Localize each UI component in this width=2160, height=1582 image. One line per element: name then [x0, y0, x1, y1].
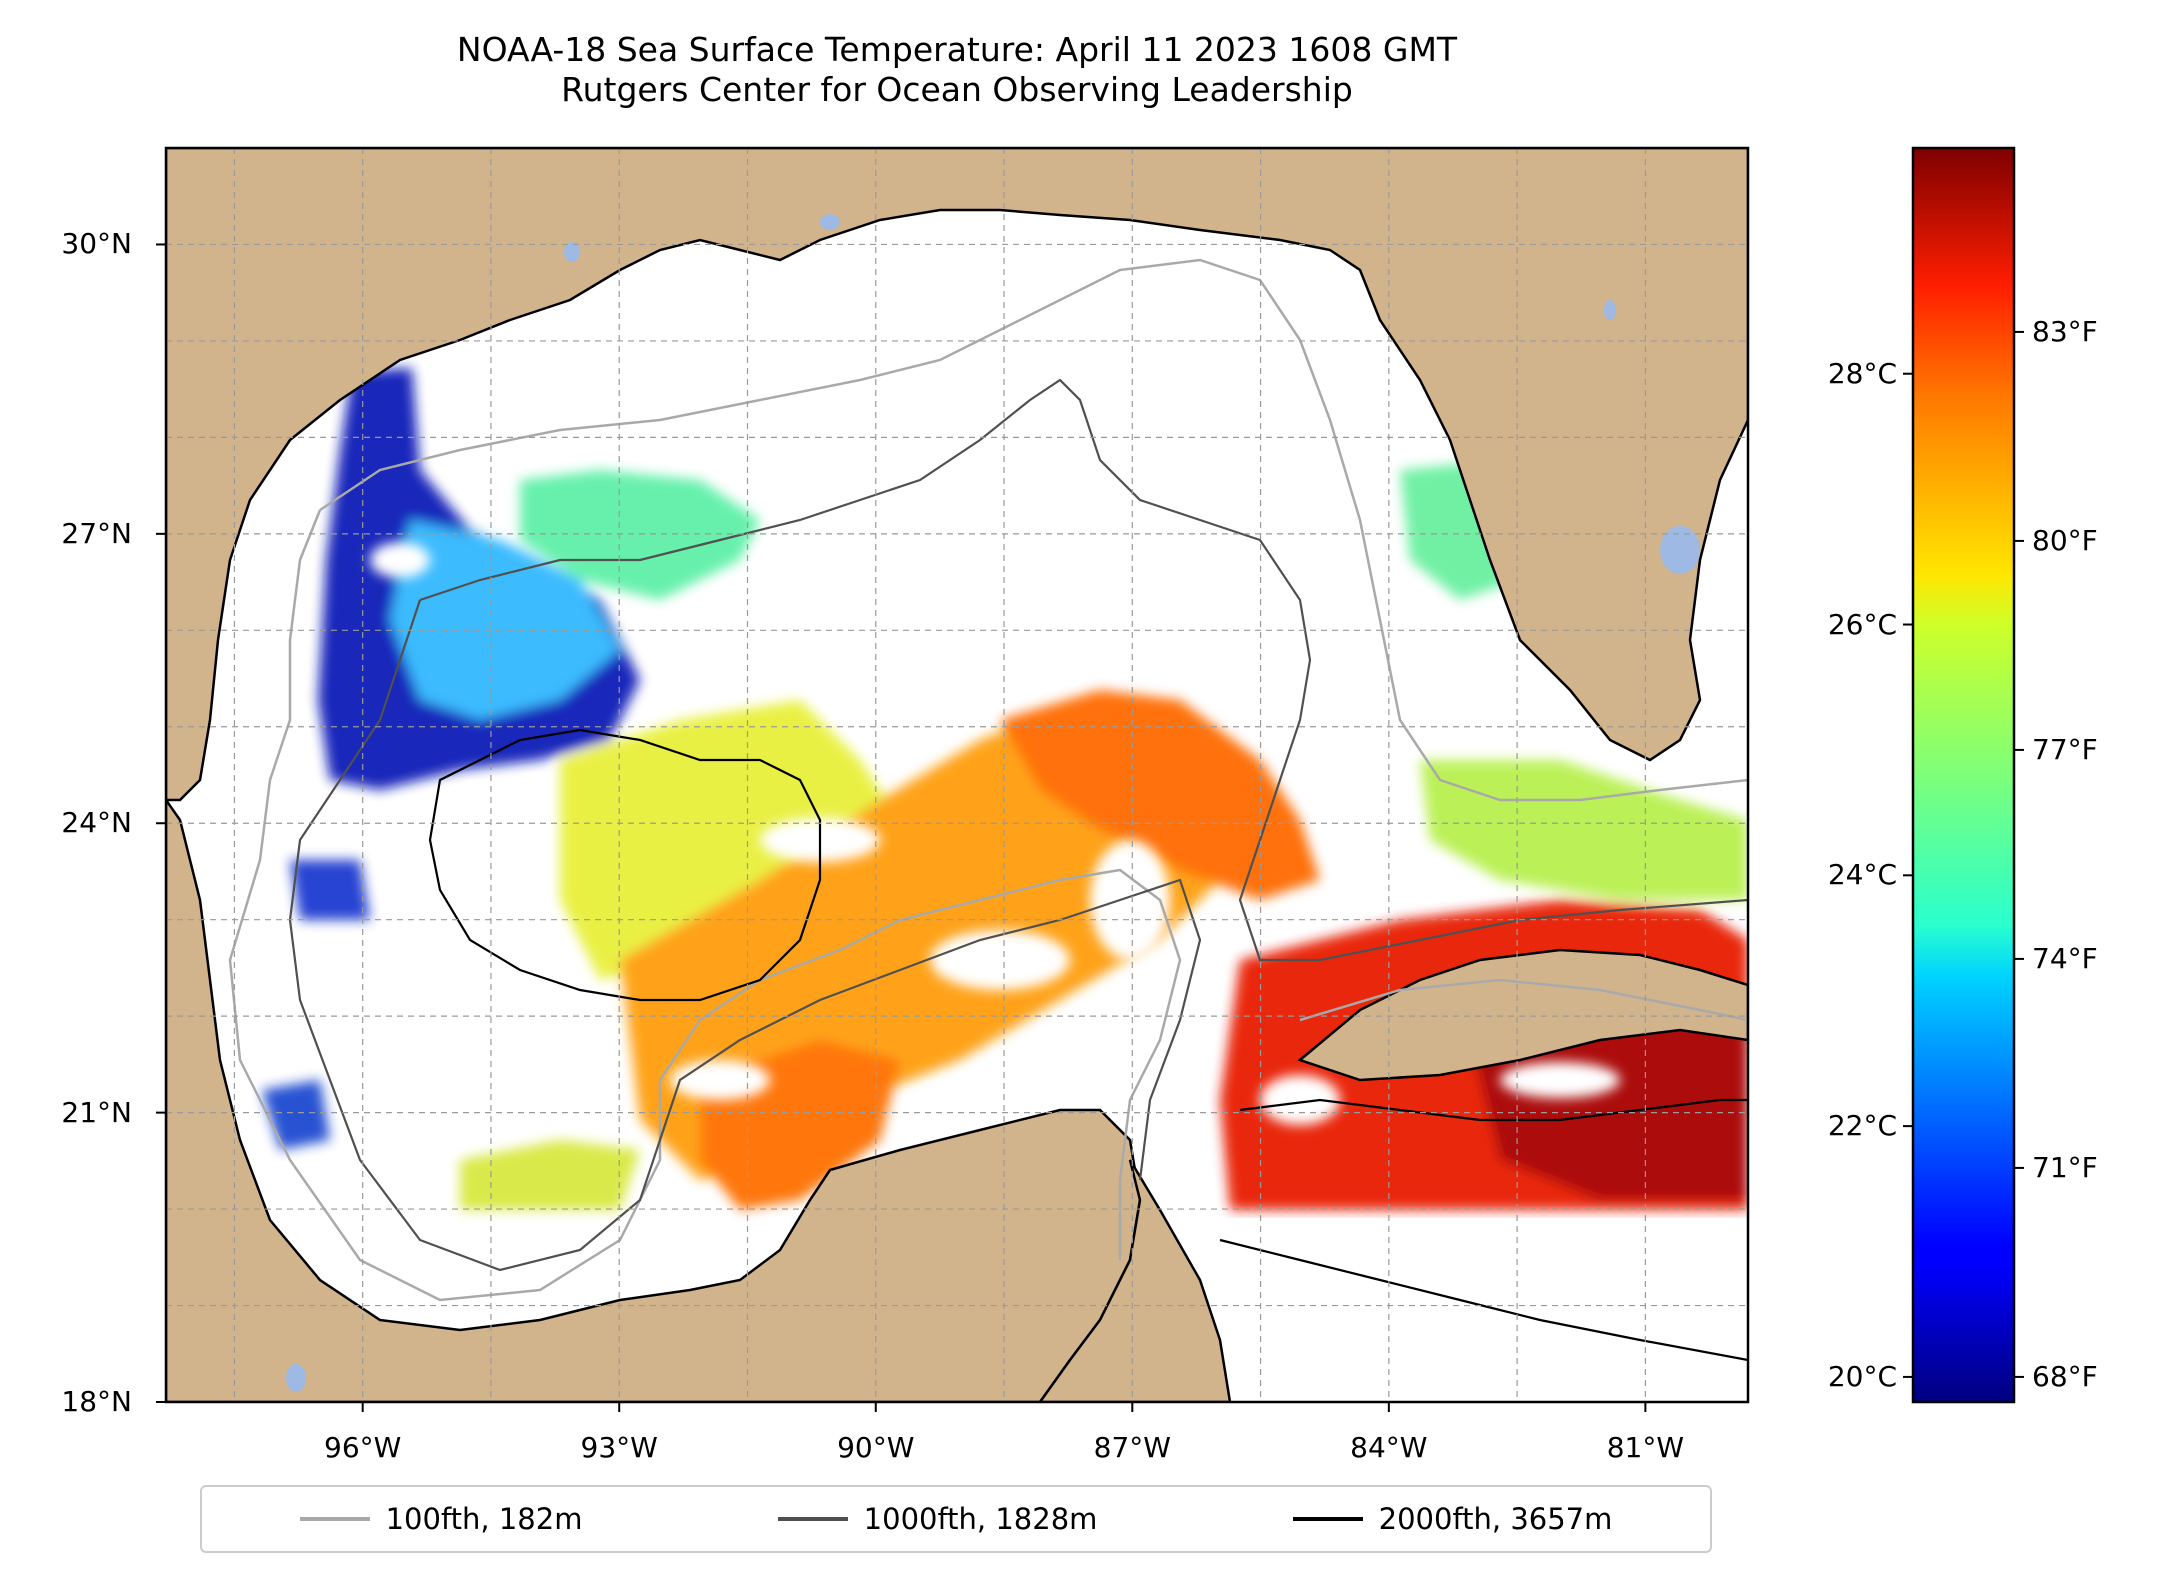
legend-item-2000fth: 2000fth, 3657m	[1292, 1502, 1613, 1536]
legend-label-1000fth: 1000fth, 1828m	[863, 1502, 1098, 1536]
sst-patch-campeche-yellow	[460, 1140, 640, 1210]
isobath-2000fth	[428, 728, 1748, 1362]
legend-label-2000fth: 2000fth, 3657m	[1378, 1502, 1613, 1536]
celsius-tick-label: 26°C	[1827, 607, 1897, 641]
land-central-america	[1038, 1159, 1232, 1402]
lat-tick-label: 18°N	[61, 1385, 132, 1418]
lat-tick-label: 21°N	[61, 1095, 132, 1129]
sst-patch-westcoast-blue	[290, 860, 370, 920]
sst-patch-west-cyan	[390, 520, 620, 720]
colorbar	[1911, 146, 2016, 1404]
map-ticks	[156, 243, 1647, 1412]
legend-swatch-100fth	[299, 1517, 370, 1521]
fahrenheit-tick-label: 83°F	[2032, 314, 2098, 348]
sst-patch-north-green	[520, 470, 760, 600]
lon-tick-label: 90°W	[837, 1431, 915, 1464]
map-grid	[166, 148, 1748, 1402]
legend-swatch-1000fth	[777, 1517, 848, 1521]
lon-tick-label: 87°W	[1093, 1431, 1171, 1464]
sst-patch-east-orange	[1000, 690, 1320, 900]
legend-label-100fth: 100fth, 182m	[385, 1502, 583, 1536]
fahrenheit-tick-label: 68°F	[2032, 1359, 2098, 1393]
lakes	[286, 214, 1700, 1392]
isobath-100fth	[228, 258, 1748, 1302]
lat-tick-label: 30°N	[61, 227, 132, 261]
map-title: NOAA-18 Sea Surface Temperature: April 1…	[456, 30, 1458, 69]
legend-swatch-2000fth	[1292, 1517, 1363, 1521]
celsius-tick-label: 20°C	[1827, 1359, 1897, 1393]
map-frame	[164, 146, 1750, 1404]
isobath-legend: 100fth, 182m 1000fth, 1828m 2000fth, 365…	[200, 1485, 1712, 1553]
fahrenheit-tick-label: 77°F	[2032, 732, 2098, 766]
lon-tick-label: 96°W	[324, 1431, 402, 1464]
sst-patch-keys-yellowgreen	[1420, 760, 1748, 900]
celsius-tick-label: 28°C	[1827, 356, 1897, 390]
celsius-tick-label: 22°C	[1827, 1109, 1897, 1143]
land-layer	[166, 148, 1748, 1402]
legend-item-100fth: 100fth, 182m	[299, 1502, 583, 1536]
land-cuba	[1297, 948, 1748, 1082]
map-subtitle: Rutgers Center for Ocean Observing Leade…	[561, 70, 1353, 109]
legend-item-1000fth: 1000fth, 1828m	[777, 1502, 1098, 1536]
lat-tick-label: 27°N	[61, 516, 132, 550]
lon-tick-label: 81°W	[1606, 1431, 1685, 1464]
no-data-band	[1220, 1218, 1748, 1222]
land-north-america	[166, 148, 1748, 802]
fahrenheit-tick-label: 80°F	[2032, 523, 2098, 557]
lon-tick-label: 93°W	[580, 1431, 658, 1464]
isobath-1000fth	[288, 378, 1748, 1272]
colorbar-ticks	[1903, 330, 2024, 1378]
fahrenheit-tick-label: 71°F	[2032, 1150, 2098, 1184]
lon-tick-label: 84°W	[1350, 1431, 1428, 1464]
sst-patch-mexico-blue	[262, 1080, 330, 1150]
lat-tick-label: 24°N	[61, 806, 132, 840]
fahrenheit-tick-label: 74°F	[2032, 941, 2098, 975]
celsius-tick-label: 24°C	[1827, 858, 1897, 892]
sst-patch-central-yellow	[560, 700, 900, 980]
